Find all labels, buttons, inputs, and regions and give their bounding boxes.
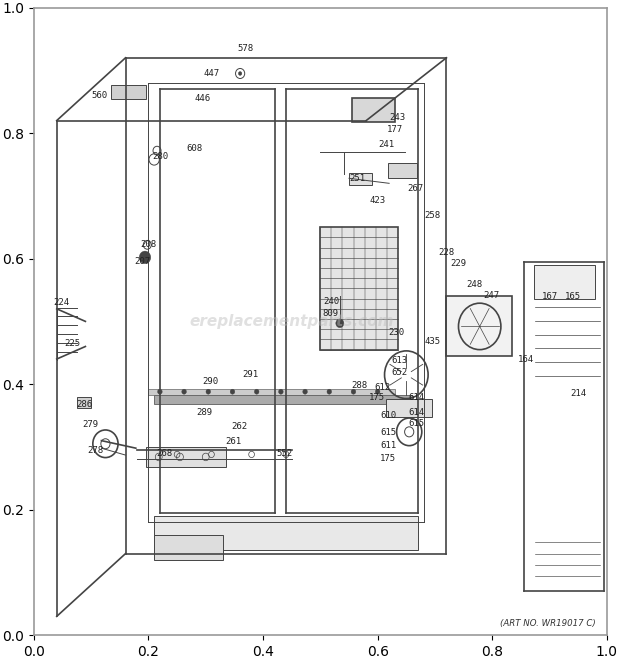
Text: ereplacementparts.com: ereplacementparts.com xyxy=(190,314,394,329)
Bar xyxy=(534,265,595,299)
Text: 446: 446 xyxy=(195,94,211,103)
Text: 614: 614 xyxy=(409,408,425,417)
Text: 615: 615 xyxy=(380,428,396,437)
Circle shape xyxy=(206,389,211,394)
Text: 612: 612 xyxy=(374,383,391,392)
Circle shape xyxy=(182,389,187,394)
Text: 229: 229 xyxy=(450,259,466,268)
Text: 291: 291 xyxy=(242,370,259,379)
Text: 608: 608 xyxy=(186,144,202,153)
Text: 261: 261 xyxy=(225,438,241,446)
Text: 225: 225 xyxy=(64,339,81,348)
Text: 578: 578 xyxy=(238,44,254,53)
Bar xyxy=(148,389,395,395)
Circle shape xyxy=(375,389,380,394)
Text: 615: 615 xyxy=(409,418,425,428)
Text: 208: 208 xyxy=(140,241,156,249)
Circle shape xyxy=(327,389,332,394)
Text: 614: 614 xyxy=(409,393,425,403)
Text: 613: 613 xyxy=(391,356,407,365)
Bar xyxy=(386,399,432,417)
Circle shape xyxy=(140,251,151,264)
Bar xyxy=(321,227,398,350)
Bar xyxy=(352,98,395,122)
Text: 610: 610 xyxy=(380,411,396,420)
Text: 247: 247 xyxy=(483,291,499,299)
Text: 258: 258 xyxy=(424,212,440,221)
Bar xyxy=(154,516,418,551)
Text: 207: 207 xyxy=(135,257,151,266)
Circle shape xyxy=(336,319,344,328)
Text: 279: 279 xyxy=(82,420,98,430)
Text: (ART NO. WR19017 C): (ART NO. WR19017 C) xyxy=(500,619,595,628)
Bar xyxy=(111,85,146,98)
Text: 288: 288 xyxy=(352,381,368,390)
Text: 290: 290 xyxy=(202,377,218,385)
Text: 175: 175 xyxy=(380,453,396,463)
Text: 560: 560 xyxy=(92,91,108,100)
Circle shape xyxy=(157,389,162,394)
Bar xyxy=(154,535,223,560)
Text: 243: 243 xyxy=(389,113,406,122)
Text: 228: 228 xyxy=(438,248,454,257)
Text: 241: 241 xyxy=(378,140,394,149)
Bar xyxy=(146,447,226,467)
Text: 267: 267 xyxy=(407,184,423,193)
Text: 175: 175 xyxy=(368,393,384,403)
Text: 177: 177 xyxy=(387,126,403,134)
Circle shape xyxy=(230,389,235,394)
Circle shape xyxy=(254,389,259,394)
Text: 268: 268 xyxy=(156,449,172,457)
Text: 652: 652 xyxy=(391,368,407,377)
Bar xyxy=(349,173,372,184)
Text: 278: 278 xyxy=(87,446,104,455)
Circle shape xyxy=(303,389,308,394)
Text: 286: 286 xyxy=(76,400,92,408)
Text: 809: 809 xyxy=(322,309,339,319)
Text: 423: 423 xyxy=(370,196,386,206)
Text: 230: 230 xyxy=(388,328,404,337)
Text: 435: 435 xyxy=(424,337,440,346)
Text: 289: 289 xyxy=(197,408,213,417)
Text: 167: 167 xyxy=(541,292,557,301)
Circle shape xyxy=(278,389,283,394)
Text: 248: 248 xyxy=(466,280,482,290)
Text: 611: 611 xyxy=(380,441,396,450)
Text: 447: 447 xyxy=(203,69,219,78)
Text: 214: 214 xyxy=(570,389,587,398)
Text: 165: 165 xyxy=(564,292,580,301)
Circle shape xyxy=(351,389,356,394)
Text: 164: 164 xyxy=(518,354,534,364)
Text: 280: 280 xyxy=(152,153,168,161)
Circle shape xyxy=(239,71,242,75)
Text: 552: 552 xyxy=(277,449,293,457)
Bar xyxy=(388,163,417,178)
Text: 251: 251 xyxy=(350,174,366,183)
Bar xyxy=(77,397,91,408)
Bar xyxy=(446,296,512,356)
Bar xyxy=(154,395,412,405)
Text: 224: 224 xyxy=(53,298,69,307)
Text: 240: 240 xyxy=(324,297,340,306)
Text: 262: 262 xyxy=(231,422,247,432)
